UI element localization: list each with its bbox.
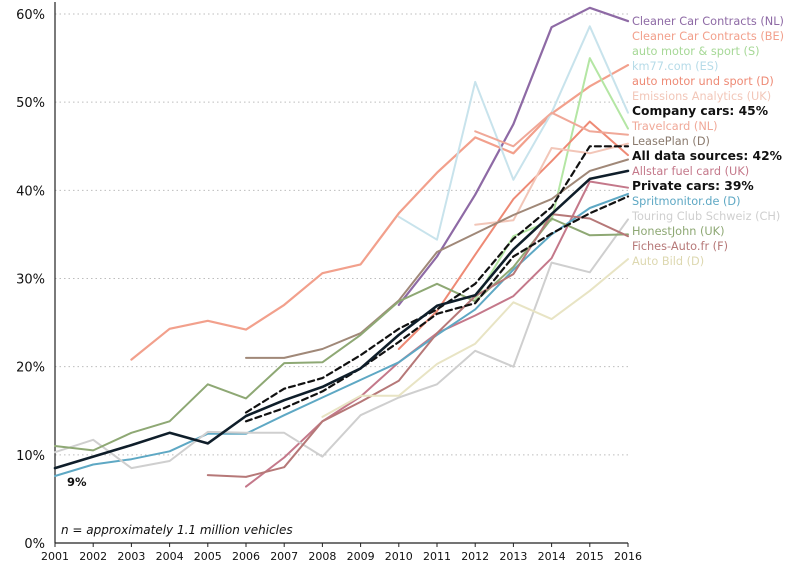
series-label: Auto Bild (D) — [632, 255, 704, 268]
x-tick-label: 2010 — [385, 550, 413, 563]
series-label: Emissions Analytics (UK) — [632, 90, 771, 103]
series-label: auto motor & sport (S) — [632, 45, 760, 58]
series-label: Fiches-Auto.fr (F) — [632, 240, 728, 253]
series-label: auto motor und sport (D) — [632, 75, 774, 88]
series-line — [397, 120, 629, 350]
series-line — [397, 6, 630, 306]
series-label: Company cars: 45% — [632, 104, 768, 118]
series-line — [130, 63, 630, 361]
series-label: Cleaner Car Contracts (NL) — [632, 15, 784, 28]
y-tick-label: 10% — [16, 449, 45, 464]
y-tick-label: 40% — [16, 184, 45, 199]
x-tick-label: 2014 — [538, 550, 566, 563]
x-tick-label: 2016 — [614, 550, 642, 563]
series-labels: Cleaner Car Contracts (NL) Cleaner Car Co… — [631, 15, 784, 268]
series-line — [474, 111, 629, 148]
x-tick-label: 2001 — [41, 550, 69, 563]
y-tick-label: 0% — [24, 537, 45, 552]
x-tick-label: 2015 — [576, 550, 604, 563]
series-line — [244, 145, 630, 414]
series-line — [474, 57, 629, 301]
series-label: Touring Club Schweiz (CH) — [631, 210, 780, 223]
series-label: km77.com (ES) — [632, 60, 718, 73]
series-label: All data sources: 42% — [632, 149, 782, 163]
x-tick-label: 2002 — [79, 550, 107, 563]
series-line — [245, 158, 629, 359]
series-label: Spritmonitor.de (D) — [632, 195, 741, 208]
sample-size-note: n = approximately 1.1 million vehicles — [61, 523, 293, 537]
series-label: Allstar fuel card (UK) — [632, 165, 749, 178]
x-tick-label: 2013 — [499, 550, 527, 563]
series-line — [54, 218, 629, 470]
y-tick-label: 20% — [16, 361, 45, 376]
series-line — [53, 169, 630, 470]
y-tick-label: 60% — [16, 8, 45, 23]
series-line — [54, 217, 629, 452]
series-label: Private cars: 39% — [632, 179, 754, 193]
y-tick-label: 30% — [16, 273, 45, 288]
series-line — [244, 195, 630, 423]
series-lines — [53, 6, 630, 488]
series-label: Travelcard (NL) — [631, 120, 717, 133]
x-tick-label: 2007 — [270, 550, 298, 563]
series-line — [206, 213, 629, 478]
y-tick-label: 50% — [16, 96, 45, 111]
start-value-label: 9% — [67, 475, 87, 489]
series-line — [321, 258, 629, 418]
x-tick-label: 2006 — [232, 550, 260, 563]
axes: 0% 10% 20% 30% 40% 50% 60% 2001 2002 2003 2004 2005… — [16, 2, 642, 563]
x-tick-label: 2011 — [423, 550, 451, 563]
series-line — [397, 25, 629, 241]
series-line — [54, 192, 629, 477]
x-tick-label: 2003 — [117, 550, 145, 563]
series-label: LeasePlan (D) — [632, 135, 710, 148]
series-label: Cleaner Car Contracts (BE) — [632, 30, 784, 43]
x-tick-label: 2009 — [347, 550, 375, 563]
x-tick-label: 2012 — [461, 550, 489, 563]
x-tick-label: 2005 — [194, 550, 222, 563]
series-label: HonestJohn (UK) — [632, 225, 724, 238]
x-tick-label: 2008 — [308, 550, 336, 563]
x-tick-label: 2004 — [156, 550, 184, 563]
